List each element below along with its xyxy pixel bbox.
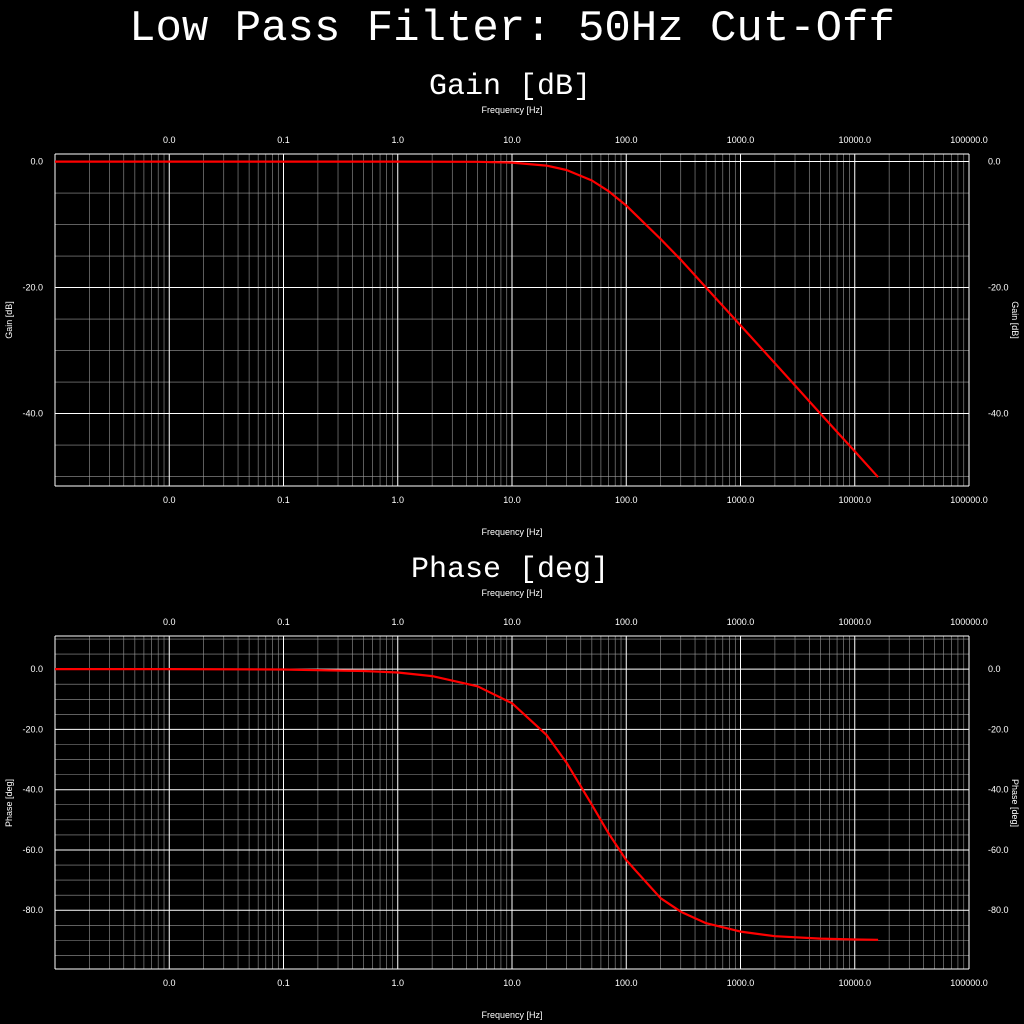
phase-curve <box>55 668 879 941</box>
gain-x-tick-label-top: 1000.0 <box>727 135 755 145</box>
gain-y-tick-label-right: -40.0 <box>988 409 1009 419</box>
phase-y-tick-label-right: 0.0 <box>988 664 1001 674</box>
phase-y-tick-label-right: -60.0 <box>988 845 1009 855</box>
gain-y-tick-label-right: 0.0 <box>988 157 1001 167</box>
phase-x-tick-label-top: 0.0 <box>163 617 176 627</box>
phase-x-tick-label-bottom: 10.0 <box>503 978 521 988</box>
phase-x-tick-label-bottom: 10000.0 <box>838 978 871 988</box>
phase-chart-title: Phase [deg] <box>411 553 609 587</box>
gain-x-tick-label-top: 0.1 <box>277 135 290 145</box>
gain-top-xlabel: Frequency [Hz] <box>481 105 542 115</box>
phase-x-tick-label-bottom: 100000.0 <box>950 978 988 988</box>
gain-x-tick-label-bottom: 1000.0 <box>727 495 755 505</box>
gain-x-tick-label-bottom: 0.0 <box>163 495 176 505</box>
gain-x-tick-label-top: 0.0 <box>163 135 176 145</box>
phase-y-tick-label-left: -20.0 <box>22 724 43 734</box>
phase-y-tick-label-right: -20.0 <box>988 724 1009 734</box>
page-title: Low Pass Filter: 50Hz Cut-Off <box>129 4 895 54</box>
phase-x-tick-label-top: 10000.0 <box>838 617 871 627</box>
phase-y-tick-label-right: -40.0 <box>988 785 1009 795</box>
phase-y-tick-label-left: -60.0 <box>22 845 43 855</box>
phase-x-tick-label-top: 1.0 <box>391 617 404 627</box>
phase-top-xlabel: Frequency [Hz] <box>481 588 542 598</box>
phase-x-tick-label-bottom: 0.0 <box>163 978 176 988</box>
phase-x-tick-label-top: 100.0 <box>615 617 638 627</box>
phase-right-ylabel: Phase [deg] <box>1010 779 1020 827</box>
gain-curve <box>55 160 879 478</box>
gain-bottom-xlabel: Frequency [Hz] <box>481 527 542 537</box>
phase-x-tick-label-bottom: 1000.0 <box>727 978 755 988</box>
phase-chart: Phase [deg] Frequency [Hz] Frequency [Hz… <box>4 553 1020 1020</box>
gain-y-tick-label-right: -20.0 <box>988 283 1009 293</box>
gain-chart: Gain [dB] Frequency [Hz] Frequency [Hz] … <box>4 70 1020 537</box>
gain-x-tick-label-top: 10000.0 <box>838 135 871 145</box>
phase-x-tick-label-top: 0.1 <box>277 617 290 627</box>
gain-x-tick-label-bottom: 100000.0 <box>950 495 988 505</box>
phase-y-tick-label-left: -80.0 <box>22 905 43 915</box>
gain-x-tick-label-top: 10.0 <box>503 135 521 145</box>
gain-x-tick-label-top: 100.0 <box>615 135 638 145</box>
gain-x-tick-label-bottom: 10.0 <box>503 495 521 505</box>
phase-y-tick-label-right: -80.0 <box>988 905 1009 915</box>
phase-x-tick-label-bottom: 100.0 <box>615 978 638 988</box>
gain-x-tick-label-bottom: 10000.0 <box>838 495 871 505</box>
phase-x-tick-label-bottom: 1.0 <box>391 978 404 988</box>
gain-x-tick-label-top: 100000.0 <box>950 135 988 145</box>
gain-right-ylabel: Gain [dB] <box>1010 301 1020 339</box>
phase-bottom-xlabel: Frequency [Hz] <box>481 1010 542 1020</box>
phase-y-tick-label-left: 0.0 <box>30 664 43 674</box>
gain-chart-title: Gain [dB] <box>429 70 591 104</box>
phase-x-tick-label-top: 10.0 <box>503 617 521 627</box>
gain-x-tick-label-bottom: 1.0 <box>391 495 404 505</box>
phase-x-tick-label-bottom: 0.1 <box>277 978 290 988</box>
phase-x-tick-label-top: 100000.0 <box>950 617 988 627</box>
gain-y-tick-label-left: 0.0 <box>30 157 43 167</box>
gain-x-tick-label-bottom: 100.0 <box>615 495 638 505</box>
gain-left-ylabel: Gain [dB] <box>4 301 14 339</box>
phase-y-tick-label-left: -40.0 <box>22 785 43 795</box>
gain-x-tick-label-bottom: 0.1 <box>277 495 290 505</box>
phase-x-tick-label-top: 1000.0 <box>727 617 755 627</box>
gain-x-tick-label-top: 1.0 <box>391 135 404 145</box>
gain-y-tick-label-left: -40.0 <box>22 409 43 419</box>
gain-y-tick-label-left: -20.0 <box>22 283 43 293</box>
phase-left-ylabel: Phase [deg] <box>4 779 14 827</box>
